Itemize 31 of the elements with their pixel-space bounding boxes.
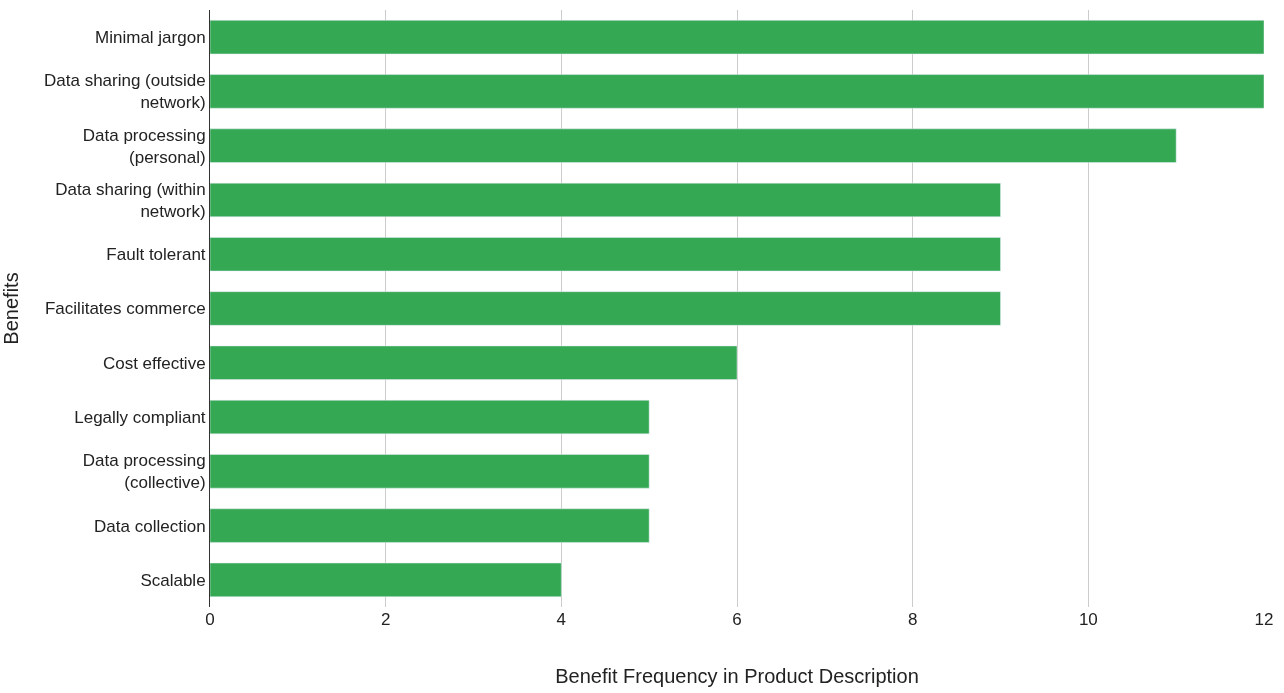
y-tick-label: Fault tolerant xyxy=(106,245,206,265)
y-tick-label: Data processing (personal) xyxy=(82,125,206,167)
y-tick-label: Cost effective xyxy=(102,353,206,373)
y-tick-label: Data collection xyxy=(94,516,206,536)
bar xyxy=(210,237,1001,272)
x-tick-label: 2 xyxy=(380,610,391,629)
y-tick-label: Facilitates commerce xyxy=(44,299,206,319)
x-tick-label: 0 xyxy=(205,610,215,629)
bar xyxy=(210,291,1001,326)
bar xyxy=(210,454,650,489)
x-tick-label: 4 xyxy=(556,610,567,629)
bar xyxy=(210,20,1264,55)
y-tick-label: Data sharing (within network) xyxy=(55,179,206,221)
bar xyxy=(210,182,1001,218)
x-tick-label: 8 xyxy=(907,610,918,629)
y-axis-title: Benefits xyxy=(0,272,22,345)
bar xyxy=(210,74,1264,109)
y-tick-label: Data sharing (outside network) xyxy=(44,71,206,113)
x-axis-title: Benefit Frequency in Product Description xyxy=(555,664,919,687)
y-tick-label: Scalable xyxy=(140,570,206,590)
bar xyxy=(210,399,650,435)
bar xyxy=(210,508,650,543)
y-tick-label: Data processing (collective) xyxy=(82,451,206,493)
y-tick-label: Legally compliant xyxy=(74,408,206,427)
y-tick-label: Minimal jargon xyxy=(95,28,206,48)
bar xyxy=(210,345,738,380)
bar xyxy=(210,562,562,597)
x-tick-label: 12 xyxy=(1254,610,1274,629)
bar xyxy=(210,128,1177,163)
x-tick-label: 10 xyxy=(1078,610,1098,629)
x-tick-label: 6 xyxy=(732,610,742,629)
